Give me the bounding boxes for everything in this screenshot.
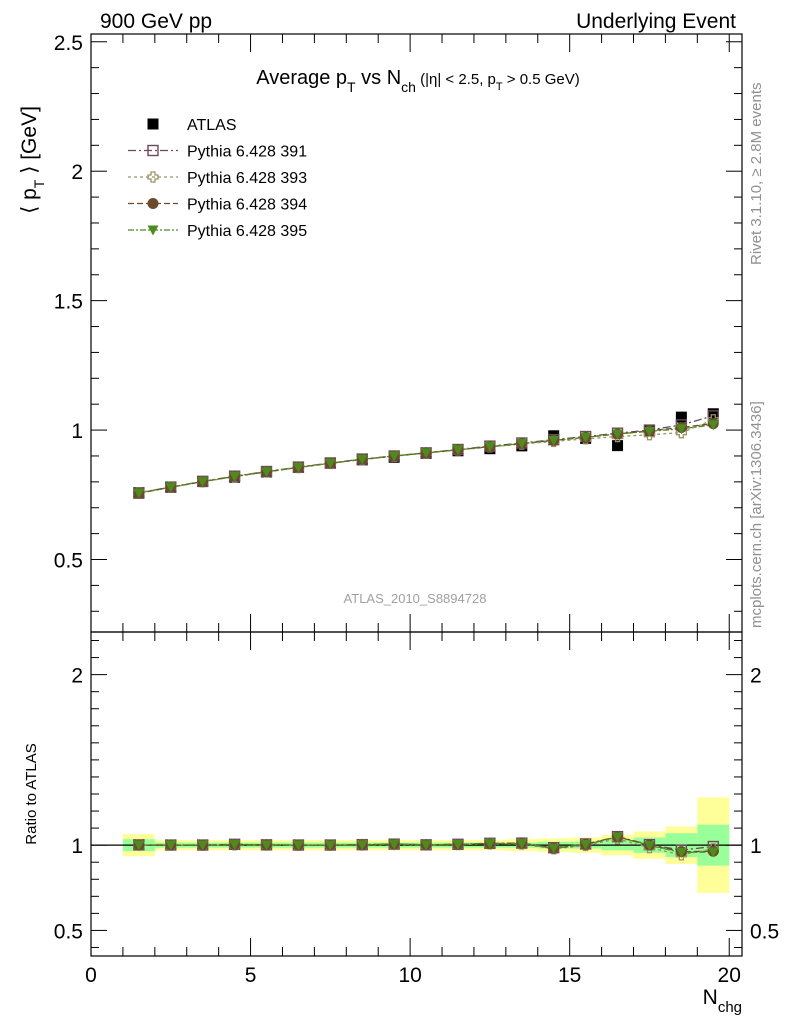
ratio-point-p395	[707, 847, 719, 858]
analysis-watermark: ATLAS_2010_S8894728	[344, 591, 487, 606]
main-y-tick-label: 1.5	[54, 291, 83, 314]
mcplots-label: mcplots.cern.ch [arXiv:1306.3436]	[748, 401, 765, 628]
main-point-data	[612, 440, 624, 452]
ratio-panel: 0.5 0.5 1 1 2 2 0 5 10 15 20 Ratio to ATLAS Nchg	[23, 631, 779, 1016]
legend-marker-p393	[147, 171, 159, 183]
x-tick-label: 20	[718, 964, 741, 987]
main-point-p395	[675, 424, 687, 435]
ratio-point-p395	[612, 832, 624, 843]
main-point-p395	[707, 420, 719, 431]
ratio-x-axis: 0 5 10 15 20	[85, 632, 741, 987]
main-point-p395	[516, 439, 528, 450]
ratio-point-p395	[516, 838, 528, 849]
ratio-point-p395	[133, 840, 145, 851]
ratio-y-tick-label-right: 0.5	[750, 920, 779, 943]
main-point-p395	[612, 429, 624, 440]
legend-label-p395: Pythia 6.428 395	[187, 223, 307, 240]
ratio-point-p395	[165, 840, 177, 851]
x-tick-label: 15	[558, 964, 581, 987]
legend-marker-data	[147, 118, 159, 130]
main-point-p395	[292, 462, 304, 473]
main-panel: 0.5 1 1.5 2 2.5 Average pT vs Nch (|η| < 2.5…	[18, 32, 743, 633]
ratio-plot-frame	[90, 631, 743, 957]
main-x-ticks	[90, 34, 730, 632]
main-point-p395	[229, 471, 241, 482]
ratio-point-p395	[324, 840, 336, 851]
ratio-y-tick-label: 0.5	[54, 920, 83, 943]
ratio-point-p395	[388, 839, 400, 850]
main-point-p395	[356, 454, 368, 465]
legend-label-p394: Pythia 6.428 394	[187, 197, 307, 214]
main-point-p395	[133, 488, 145, 499]
legend-label-p393: Pythia 6.428 393	[187, 170, 307, 187]
main-point-p395	[643, 426, 655, 437]
legend: ATLAS Pythia 6.428 391 Pythia 6.428 393 Pyt…	[128, 117, 307, 240]
legend-label-p391: Pythia 6.428 391	[187, 144, 307, 161]
header-right: Underlying Event	[576, 10, 736, 33]
x-tick-label: 10	[398, 964, 421, 987]
ratio-point-p395	[292, 840, 304, 851]
ratio-y-tick-label-right: 2	[750, 665, 762, 688]
main-point-p395	[548, 435, 560, 446]
legend-marker-p391	[147, 144, 159, 157]
ratio-y-tick-label: 2	[71, 665, 83, 688]
main-y-axis-label: ⟨ pT ⟩ [GeV]	[18, 106, 47, 214]
ratio-point-p395	[580, 839, 592, 850]
legend-marker-p395	[147, 225, 159, 236]
legend-label-data: ATLAS	[187, 117, 237, 134]
main-point-p395	[261, 467, 273, 478]
main-y-tick-label: 2.5	[54, 32, 83, 55]
main-y-tick-label: 0.5	[54, 550, 83, 573]
ratio-point-p395	[452, 839, 464, 850]
ratio-point-p395	[548, 843, 560, 854]
ratio-point-p395	[356, 840, 368, 851]
ratio-point-p395	[643, 840, 655, 851]
ratio-y-axis-label: Ratio to ATLAS	[23, 743, 40, 844]
ratio-point-p395	[197, 840, 209, 851]
main-point-p395	[388, 451, 400, 462]
ratio-y-tick-label: 1	[71, 835, 83, 858]
main-point-data	[707, 408, 719, 420]
main-point-p395	[197, 477, 209, 488]
main-y-tick-label: 2	[71, 161, 83, 184]
main-point-p395	[484, 442, 496, 453]
main-series-line-p395	[138, 424, 714, 494]
ratio-point-p395	[229, 839, 241, 850]
ratio-point-p395	[261, 840, 273, 851]
x-tick-label: 0	[85, 964, 97, 987]
legend-marker-p394	[147, 198, 159, 209]
chart-title: Average pT vs Nch (|η| < 2.5, pT > 0.5 G…	[256, 67, 580, 95]
main-point-p395	[580, 432, 592, 443]
main-y-axis: 0.5 1 1.5 2 2.5	[54, 32, 742, 612]
x-axis-label: Nchg	[703, 986, 742, 1016]
header-left: 900 GeV pp	[100, 10, 212, 33]
main-point-p395	[324, 458, 336, 469]
ratio-y-axis: 0.5 0.5 1 1 2 2	[54, 640, 779, 948]
main-point-data	[675, 411, 687, 423]
main-point-p395	[452, 445, 464, 456]
main-point-p395	[420, 448, 432, 459]
ratio-point-p395	[675, 847, 687, 858]
rivet-label: Rivet 3.1.10, ≥ 2.8M events	[748, 83, 765, 266]
ratio-point-p395	[420, 840, 432, 851]
ratio-y-tick-label-right: 1	[750, 835, 762, 858]
x-tick-label: 5	[245, 964, 257, 987]
main-point-p395	[165, 482, 177, 493]
main-y-tick-label: 1	[71, 420, 83, 443]
ratio-point-p395	[484, 839, 496, 850]
